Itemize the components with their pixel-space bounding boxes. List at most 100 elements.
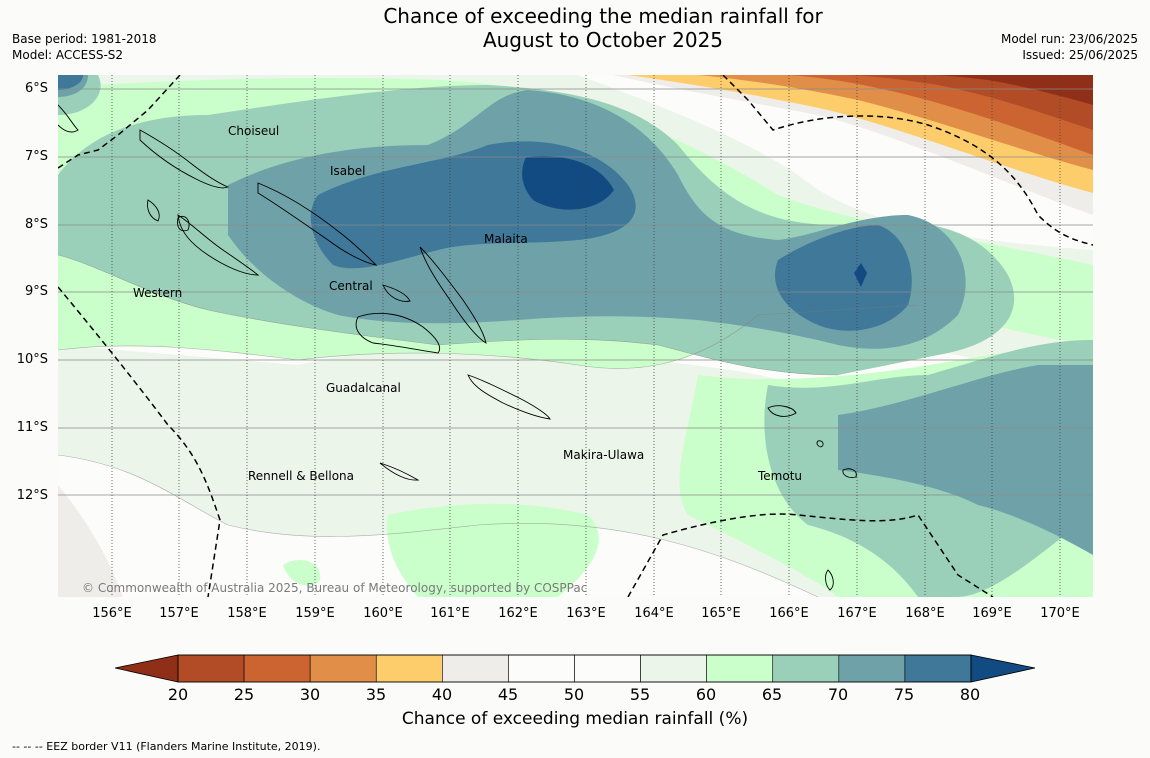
- zone-above-80-small: [854, 263, 867, 287]
- label-choiseul: Choiseul: [228, 124, 279, 138]
- lat-label-6s: 6°S: [24, 81, 48, 96]
- issued-date: Issued: 25/06/2025: [1022, 48, 1138, 62]
- island-bougainville: [58, 104, 79, 133]
- model-name: Model: ACCESS-S2: [12, 48, 124, 62]
- lon-label-162e: 162°E: [498, 606, 538, 621]
- lon-label-167e: 167°E: [837, 606, 877, 621]
- zone-65-blob: [283, 560, 321, 586]
- island-santa-cruz: [767, 405, 797, 417]
- meta-right: Model run: 23/06/2025 Issued: 25/06/2025: [1001, 31, 1138, 63]
- label-guadalcanal: Guadalcanal: [326, 381, 401, 395]
- lon-label-157e: 157°E: [159, 606, 199, 621]
- island-guadalcanal: [355, 312, 441, 354]
- colorbar-frame: [177, 654, 972, 683]
- graticule: [58, 88, 1093, 496]
- colorbar-segment: [375, 654, 443, 683]
- zone-80-east: [774, 225, 912, 331]
- colorbar-segment: [508, 654, 575, 683]
- colorbar-tick-20: 20: [167, 685, 189, 704]
- zone-45-sw: [58, 485, 123, 597]
- copyright-notice: © Commonwealth of Australia 2025, Bureau…: [82, 581, 587, 595]
- lon-label-159e: 159°E: [295, 606, 335, 621]
- map-title: Chance of exceeding the median rainfall …: [0, 4, 1150, 52]
- lon-label-166e: 166°E: [769, 606, 809, 621]
- island-tikopia: [825, 569, 834, 591]
- zone-80-nw: [58, 75, 83, 90]
- colorbar: [114, 654, 1036, 683]
- label-isabel: Isabel: [330, 164, 365, 178]
- label-western: Western: [133, 286, 182, 300]
- colorbar-tick-70: 70: [827, 685, 849, 704]
- lon-label-168e: 168°E: [905, 606, 945, 621]
- lon-label-170e: 170°E: [1040, 606, 1080, 621]
- eez-footnote: -- -- -- EEZ border V11 (Flanders Marine…: [12, 740, 321, 753]
- lon-label-165e: 165°E: [701, 606, 741, 621]
- colorbar-tick-65: 65: [761, 685, 783, 704]
- colorbar-segment: [904, 654, 972, 683]
- colorbar-label: Chance of exceeding median rainfall (%): [401, 709, 749, 729]
- island-vanikoro: [816, 440, 824, 448]
- zone-above-80: [522, 155, 614, 210]
- colorbar-tick-50: 50: [563, 685, 585, 704]
- zone-65-south: [387, 503, 599, 597]
- lon-label-163e: 163°E: [566, 606, 606, 621]
- label-temotu: Temotu: [757, 469, 802, 483]
- zone-75-east: [838, 365, 1093, 555]
- lon-label-161e: 161°E: [430, 606, 470, 621]
- label-malaita: Malaita: [484, 232, 528, 246]
- lon-label-160e: 160°E: [363, 606, 403, 621]
- colorbar-segment: [772, 654, 840, 683]
- eez-border: [58, 75, 1093, 597]
- colorbar-segment: [309, 654, 377, 683]
- zone-20-ne: [928, 75, 1093, 105]
- colorbar-segment: [706, 654, 774, 683]
- lat-label-8s: 8°S: [24, 217, 48, 232]
- island-malaita: [419, 246, 487, 344]
- colorbar-tick-40: 40: [431, 685, 453, 704]
- lat-label-9s: 9°S: [24, 284, 48, 299]
- map-svg: Choiseul Isabel Malaita Western Central …: [58, 75, 1093, 597]
- island-new-georgia: [177, 214, 260, 276]
- colorbar-segment: [640, 654, 707, 683]
- title-line-2: August to October 2025: [482, 28, 724, 52]
- model-run: Model run: 23/06/2025: [1000, 32, 1138, 46]
- lat-label-12s: 12°S: [16, 488, 48, 503]
- lat-label-11s: 11°S: [16, 420, 48, 435]
- lat-label-10s: 10°S: [16, 352, 48, 367]
- lat-label-7s: 7°S: [24, 149, 48, 164]
- colorbar-segment: [574, 654, 641, 683]
- island-isabel: [257, 182, 378, 266]
- colorbar-segment: [243, 654, 311, 683]
- title-line-1: Chance of exceeding the median rainfall …: [383, 4, 823, 28]
- island-vella-lavella: [147, 199, 160, 222]
- colorbar-arrow-high: [970, 654, 1036, 683]
- island-utupua: [842, 468, 857, 478]
- colorbar-tick-30: 30: [299, 685, 321, 704]
- zone-60-blob: [143, 435, 233, 471]
- colorbar-tick-75: 75: [893, 685, 915, 704]
- island-nggela: [382, 284, 411, 302]
- lon-label-164e: 164°E: [634, 606, 674, 621]
- label-central: Central: [329, 279, 373, 293]
- colorbar-segments: [177, 654, 972, 683]
- island-kolombangara: [177, 215, 190, 232]
- lon-label-169e: 169°E: [972, 606, 1012, 621]
- island-makira: [467, 374, 551, 420]
- colorbar-segment: [838, 654, 906, 683]
- colorbar-tick-35: 35: [365, 685, 387, 704]
- meridians: [111, 75, 1061, 597]
- colorbar-tick-55: 55: [629, 685, 651, 704]
- colorbar-segment: [177, 654, 245, 683]
- label-rennell-bellona: Rennell & Bellona: [248, 469, 354, 483]
- lon-label-156e: 156°E: [92, 606, 132, 621]
- colorbar-tick-45: 45: [497, 685, 519, 704]
- label-makira-ulawa: Makira-Ulawa: [563, 448, 644, 462]
- colorbar-tick-25: 25: [233, 685, 255, 704]
- coastlines: [58, 104, 857, 591]
- island-rennell: [379, 462, 420, 481]
- lon-label-158e: 158°E: [227, 606, 267, 621]
- base-period: Base period: 1981-2018: [12, 32, 157, 46]
- island-choiseul: [139, 129, 230, 189]
- rainfall-map: Choiseul Isabel Malaita Western Central …: [58, 75, 1093, 597]
- contour-lines: [58, 254, 919, 597]
